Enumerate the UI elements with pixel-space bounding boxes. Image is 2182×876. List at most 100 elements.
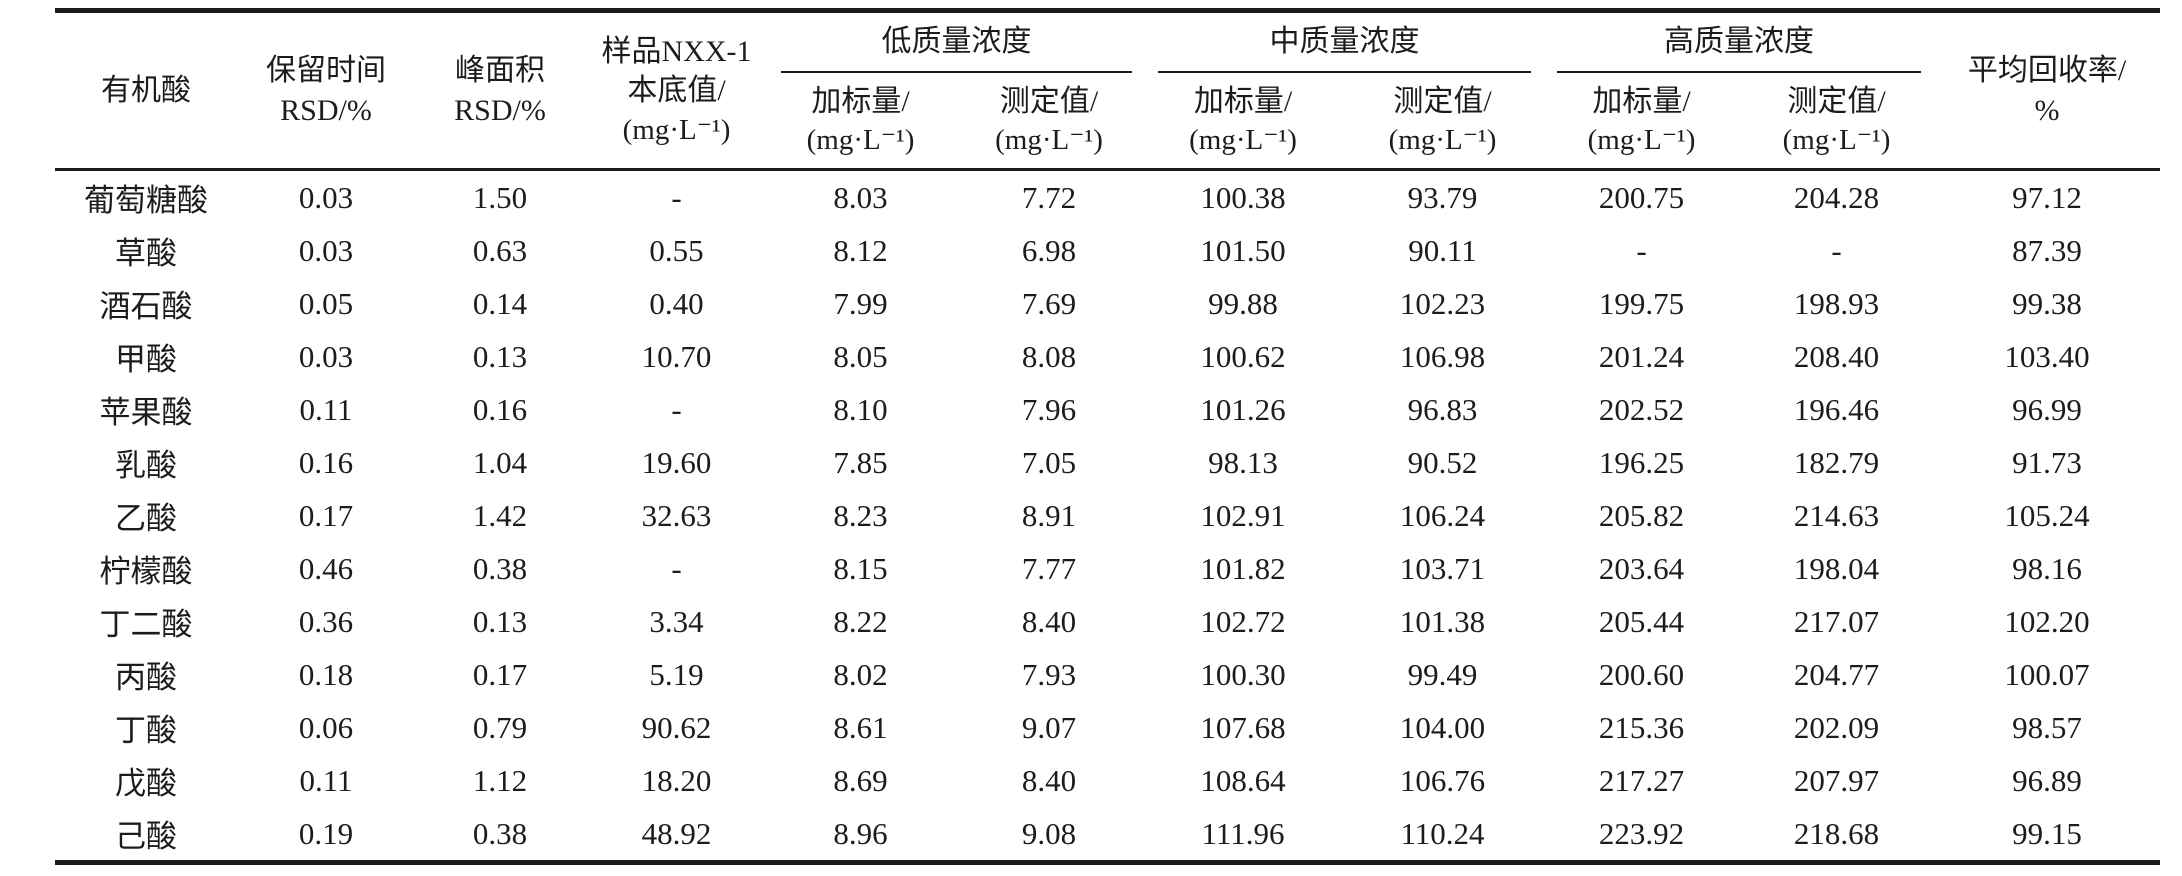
cell-low-measured: 9.07 — [1021, 709, 1077, 745]
cell-mid-spike: 101.50 — [1200, 232, 1286, 268]
cell-low-spike: 8.05 — [833, 338, 888, 374]
cell-low-spike: 8.12 — [833, 232, 888, 268]
cell-background-value: - — [671, 550, 682, 586]
cell-high-measured: 198.04 — [1793, 550, 1880, 586]
cell-peak-area-rsd: 0.63 — [472, 232, 528, 268]
cell-low-measured: 8.40 — [1021, 762, 1077, 798]
col-header-peak-area-rsd: 峰面积 RSD/% — [415, 11, 585, 170]
cell-high-spike: 205.82 — [1598, 497, 1685, 533]
header-unit: (mg·L⁻¹) — [1189, 124, 1297, 157]
cell-mid-measured: 101.38 — [1399, 603, 1486, 639]
header-label: 测定值/ — [999, 84, 1099, 118]
cell-peak-area-rsd: 1.12 — [472, 762, 528, 798]
cell-high-spike: 200.60 — [1598, 656, 1685, 692]
cell-background-value: 18.20 — [641, 762, 712, 798]
cell-mid-spike: 99.88 — [1208, 285, 1278, 321]
cell-high-measured: 218.68 — [1793, 815, 1880, 851]
cell-organic-acid: 己酸 — [115, 819, 177, 854]
cell-high-measured: 208.40 — [1793, 338, 1880, 374]
cell-high-measured: 182.79 — [1793, 444, 1880, 480]
cell-peak-area-rsd: 0.79 — [472, 709, 528, 745]
cell-peak-area-rsd: 1.04 — [472, 444, 528, 480]
cell-organic-acid: 草酸 — [115, 236, 177, 271]
cell-high-spike: 223.92 — [1598, 815, 1685, 851]
table-row: 乙酸 0.17 1.42 32.63 8.23 8.91 102.91 106.… — [55, 489, 2160, 542]
cell-mid-spike: 111.96 — [1201, 815, 1285, 851]
cell-organic-acid: 丁酸 — [115, 713, 177, 748]
cell-low-spike: 7.99 — [833, 285, 888, 321]
header-label: 样品NXX-1 — [601, 34, 752, 68]
header-label: % — [2034, 93, 2060, 127]
table-header: 有机酸 保留时间 RSD/% 峰面积 RSD/% 样品NXX-1 本底值/ (m… — [55, 11, 2160, 170]
cell-mid-spike: 108.64 — [1200, 762, 1286, 798]
cell-high-measured: 202.09 — [1793, 709, 1880, 745]
cell-retention-rsd: 0.11 — [299, 391, 353, 427]
group-header-high-concentration: 高质量浓度 — [1544, 11, 1934, 73]
cell-recovery: 103.40 — [2004, 338, 2090, 374]
cell-high-spike: 199.75 — [1598, 285, 1685, 321]
cell-background-value: 0.55 — [649, 232, 704, 268]
cell-mid-spike: 107.68 — [1200, 709, 1286, 745]
cell-background-value: 0.40 — [649, 285, 704, 321]
cell-low-measured: 9.08 — [1021, 815, 1077, 851]
cell-high-measured: 214.63 — [1793, 497, 1880, 533]
cell-peak-area-rsd: 1.42 — [472, 497, 528, 533]
cell-recovery: 99.15 — [2012, 815, 2082, 851]
cell-low-spike: 8.02 — [833, 656, 888, 692]
table-row: 丙酸 0.18 0.17 5.19 8.02 7.93 100.30 99.49… — [55, 648, 2160, 701]
col-header-high-spike: 加标量/ (mg·L⁻¹) — [1544, 73, 1739, 170]
cell-high-measured: 217.07 — [1793, 603, 1880, 639]
cell-low-spike: 8.96 — [833, 815, 888, 851]
cell-mid-measured: 93.79 — [1407, 179, 1478, 215]
group-header-mid-concentration: 中质量浓度 — [1145, 11, 1544, 73]
cell-retention-rsd: 0.18 — [298, 656, 354, 692]
table-row: 甲酸 0.03 0.13 10.70 8.05 8.08 100.62 106.… — [55, 330, 2160, 383]
cell-peak-area-rsd: 0.17 — [472, 656, 528, 692]
cell-mid-measured: 106.24 — [1399, 497, 1486, 533]
cell-low-spike: 7.85 — [833, 444, 888, 480]
col-header-retention-rsd: 保留时间 RSD/% — [237, 11, 415, 170]
col-header-low-measured: 测定值/ (mg·L⁻¹) — [953, 73, 1145, 170]
cell-organic-acid: 苹果酸 — [99, 395, 193, 430]
cell-recovery: 98.57 — [2012, 709, 2082, 745]
table-row: 草酸 0.03 0.63 0.55 8.12 6.98 101.50 90.11… — [55, 224, 2160, 277]
header-label: 有机酸 — [101, 73, 191, 107]
cell-retention-rsd: 0.19 — [298, 815, 354, 851]
cell-high-spike: 203.64 — [1598, 550, 1685, 586]
cell-high-spike: 205.44 — [1598, 603, 1685, 639]
header-unit: (mg·L⁻¹) — [995, 124, 1103, 157]
cell-mid-measured: 102.23 — [1399, 285, 1486, 321]
cell-low-spike: 8.23 — [833, 497, 888, 533]
header-unit: (mg·L⁻¹) — [1587, 124, 1696, 157]
cell-high-measured: 204.77 — [1793, 656, 1880, 692]
cell-recovery: 100.07 — [2004, 656, 2090, 692]
cell-retention-rsd: 0.11 — [299, 762, 353, 798]
cell-mid-spike: 100.62 — [1200, 338, 1286, 374]
cell-mid-spike: 98.13 — [1208, 444, 1278, 480]
group-label: 高质量浓度 — [1557, 22, 1921, 73]
cell-mid-measured: 110.24 — [1400, 815, 1485, 851]
cell-mid-measured: 104.00 — [1399, 709, 1486, 745]
cell-mid-spike: 101.26 — [1200, 391, 1286, 427]
cell-mid-measured: 90.52 — [1407, 444, 1478, 480]
group-label: 低质量浓度 — [781, 22, 1132, 73]
header-label: RSD/% — [454, 93, 546, 127]
cell-background-value: 90.62 — [641, 709, 712, 745]
table-row: 酒石酸 0.05 0.14 0.40 7.99 7.69 99.88 102.2… — [55, 277, 2160, 330]
cell-low-spike: 8.10 — [833, 391, 888, 427]
header-label: 加标量/ — [811, 84, 910, 118]
table-row: 己酸 0.19 0.38 48.92 8.96 9.08 111.96 110.… — [55, 807, 2160, 863]
group-header-low-concentration: 低质量浓度 — [768, 11, 1145, 73]
cell-mid-spike: 100.38 — [1200, 179, 1286, 215]
cell-high-spike: 202.52 — [1598, 391, 1685, 427]
cell-mid-spike: 100.30 — [1200, 656, 1286, 692]
col-header-sample-background: 样品NXX-1 本底值/ (mg·L⁻¹) — [585, 11, 768, 170]
cell-recovery: 96.99 — [2012, 391, 2082, 427]
cell-high-spike: 215.36 — [1598, 709, 1685, 745]
cell-retention-rsd: 0.03 — [298, 179, 354, 215]
cell-recovery: 102.20 — [2004, 603, 2090, 639]
cell-peak-area-rsd: 0.14 — [472, 285, 528, 321]
table-row: 柠檬酸 0.46 0.38 - 8.15 7.77 101.82 103.71 … — [55, 542, 2160, 595]
cell-high-spike: - — [1636, 232, 1647, 268]
cell-mid-measured: 99.49 — [1407, 656, 1478, 692]
